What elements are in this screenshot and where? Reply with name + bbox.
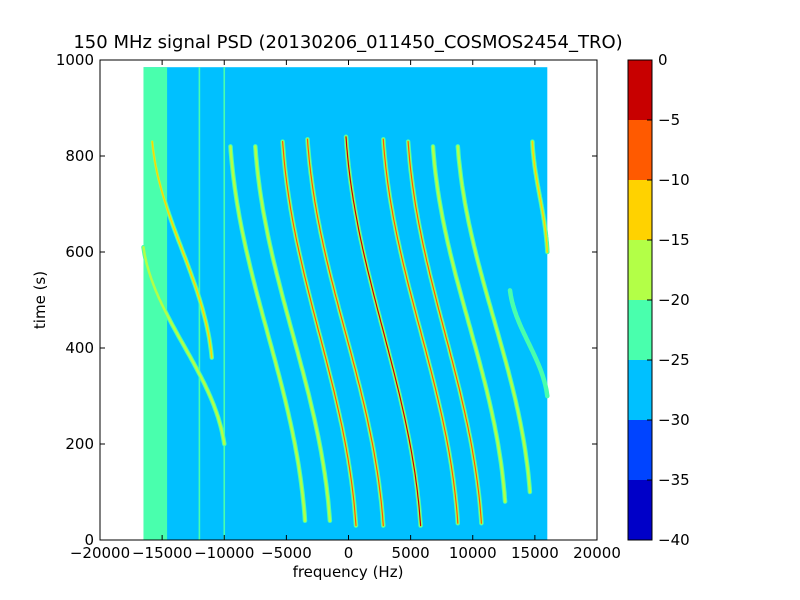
colorbar-tick-label: −5 (658, 111, 680, 129)
y-tick-label: 400 (65, 339, 94, 357)
y-axis-label: time (s) (31, 271, 49, 329)
doppler-trace (149, 139, 215, 360)
x-tick-label: −5000 (261, 544, 312, 562)
colorbar-tick-label: −10 (658, 171, 690, 189)
doppler-trace (228, 144, 308, 524)
doppler-trace (530, 139, 550, 255)
colorbar-segment (628, 300, 652, 360)
trace-core (282, 141, 357, 527)
colorbar-segment (628, 420, 652, 480)
y-axis: 0 200 400 600 800 1000 (56, 51, 597, 549)
y-tick-label: 200 (65, 435, 94, 453)
colorbar-segment (628, 480, 652, 540)
trace-core (306, 138, 384, 527)
plot-area (141, 67, 550, 540)
colorbar-tick-label: −35 (658, 471, 690, 489)
doppler-trace (280, 139, 359, 528)
doppler-trace (305, 136, 386, 528)
x-tick-label: 5000 (392, 544, 430, 562)
y-tick-label: 600 (65, 243, 94, 261)
doppler-trace (455, 144, 533, 495)
y-tick-label: 0 (84, 531, 94, 549)
doppler-trace (381, 136, 461, 526)
colorbar-tick-label: −20 (658, 291, 690, 309)
trace-core (509, 289, 548, 397)
colorbar-segment (628, 60, 652, 120)
x-tick-label: −15000 (132, 544, 192, 562)
colorbar-tick-label: 0 (658, 51, 668, 69)
doppler-trace (507, 288, 550, 399)
x-tick-label: −20000 (70, 544, 130, 562)
colorbar-segment (628, 360, 652, 420)
doppler-trace (253, 144, 333, 524)
colorbar-segment (628, 240, 652, 300)
x-tick-label: 0 (344, 544, 354, 562)
chart-title: 150 MHz signal PSD (20130206_011450_COSM… (73, 32, 622, 53)
x-tick-label: 20000 (573, 544, 621, 562)
trace-core (382, 138, 459, 524)
trace-core (142, 246, 225, 445)
x-tick-label: −10000 (194, 544, 254, 562)
colorbar-tick-label: −25 (658, 351, 690, 369)
y-tick-label: 1000 (56, 51, 94, 69)
x-tick-label: 10000 (449, 544, 497, 562)
trace-core (229, 145, 306, 522)
colorbar-segment (628, 180, 652, 240)
colorbar-segment (628, 120, 652, 180)
colorbar: 0 −5 −10 −15 −20 −25 −30 −35 −40 (627, 51, 690, 549)
x-axis: −20000 −15000 −10000 −5000 0 5000 10000 15000 20… (70, 60, 621, 562)
doppler-trace (343, 134, 423, 528)
y-tick-label: 800 (65, 147, 94, 165)
trace-core (151, 141, 213, 359)
x-axis-label: frequency (Hz) (293, 563, 404, 581)
trace-core (254, 145, 331, 522)
colorbar-tick-label: −40 (658, 531, 690, 549)
trace-core (432, 145, 506, 503)
trace-core (457, 145, 531, 493)
trace-core (531, 141, 548, 253)
colorbar-tick-label: −15 (658, 231, 690, 249)
trace-core (407, 141, 482, 524)
colorbar-tick-label: −30 (658, 411, 690, 429)
x-tick-label: 15000 (511, 544, 559, 562)
trace-core (345, 136, 422, 527)
doppler-trace (141, 244, 227, 447)
doppler-trace (430, 144, 508, 504)
doppler-trace (405, 139, 484, 526)
